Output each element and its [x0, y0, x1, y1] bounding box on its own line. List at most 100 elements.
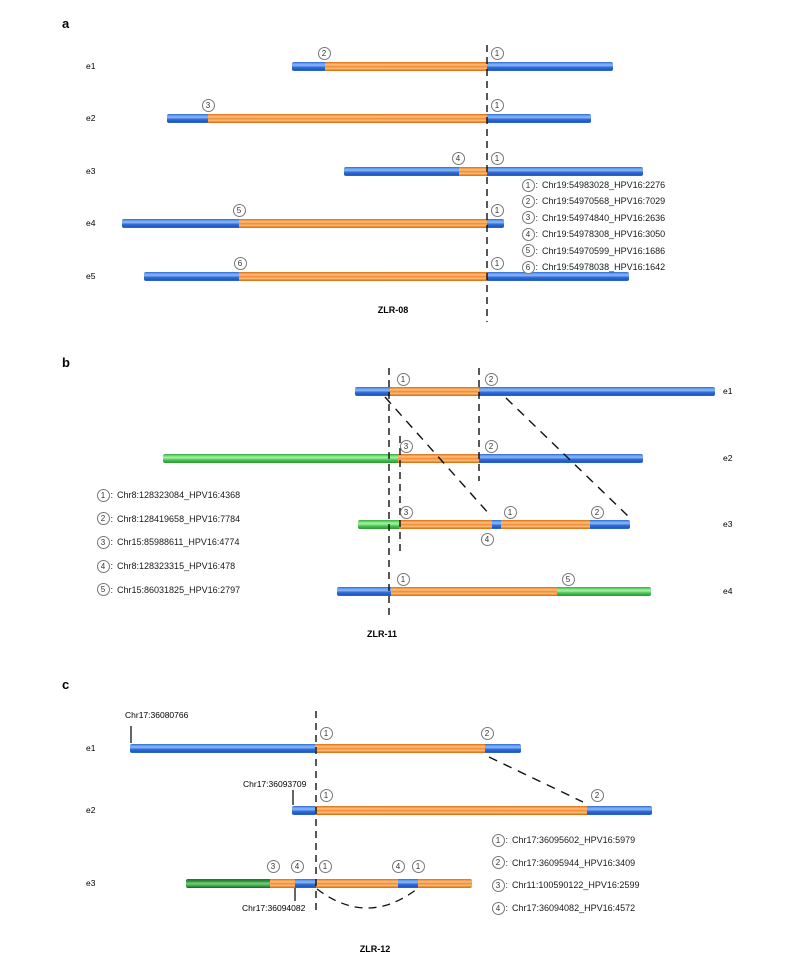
bar-segment-hpv: [316, 878, 398, 888]
junction-marker-2: 2: [317, 46, 331, 60]
legend-marker-6: 6: [521, 260, 535, 274]
legend-breakpoint-text: Chr8:128323315_HPV16:478: [117, 561, 236, 572]
legend-separator: :: [535, 212, 539, 223]
junction-marker-1: 1: [490, 151, 504, 165]
bar-segment-host-blue: [479, 453, 643, 463]
legend-separator: :: [535, 196, 539, 207]
legend-marker-5: 5: [521, 244, 535, 258]
bar-segment-hpv: [239, 218, 487, 228]
junction-marker-5: 5: [232, 203, 246, 217]
legend-item-3: 3: Chr11:100590122_HPV16:2599: [491, 878, 639, 892]
junction-marker-3: 3: [201, 98, 215, 112]
legend-breakpoint-text: Chr19:54983028_HPV16:2276: [542, 180, 666, 190]
legend-item-1: 1: Chr17:36095602_HPV16:5979: [491, 833, 635, 847]
bar-segment-hpv: [418, 878, 472, 888]
junction-marker-1: 1: [411, 859, 425, 873]
bar-segment-host-blue: [479, 386, 715, 396]
junction-marker-4: 4: [290, 859, 304, 873]
legend-item-4: 4: Chr19:54978308_HPV16:3050: [521, 227, 665, 241]
bar-segment-host-blue: [587, 805, 652, 815]
row-label-e4: e4: [86, 218, 96, 228]
row-label-e1: e1: [723, 386, 733, 396]
legend-item-1: 1: Chr19:54983028_HPV16:2276: [521, 178, 666, 192]
row-label-e2: e2: [86, 113, 96, 123]
junction-marker-2: 2: [484, 439, 498, 453]
bar-segment-hpv: [398, 453, 479, 463]
legend-breakpoint-text: Chr17:36094082_HPV16:4572: [512, 903, 636, 914]
bar-row-e3: [358, 519, 630, 529]
legend-item-5: 5: Chr15:86031825_HPV16:2797: [96, 583, 240, 597]
junction-marker-6: 6: [233, 256, 247, 270]
bar-row-e2: [163, 453, 643, 463]
junction-marker-1: 1: [318, 859, 332, 873]
junction-marker-2: 2: [484, 372, 498, 386]
legend-item-3: 3: Chr15:85988611_HPV16:4774: [96, 535, 239, 549]
row-label-e1: e1: [86, 743, 96, 753]
bar-segment-hpv: [239, 271, 487, 281]
legend-separator: :: [535, 229, 539, 240]
legend-marker-1: 1: [521, 178, 535, 192]
legend-marker-2: 2: [491, 856, 505, 870]
bar-segment-host-blue: [344, 166, 459, 176]
legend-breakpoint-text: Chr8:128323084_HPV16:4368: [117, 490, 241, 500]
legend-marker-4: 4: [521, 227, 535, 241]
bar-segment-hpv: [390, 386, 479, 396]
legend-breakpoint-text: Chr19:54970568_HPV16:7029: [542, 196, 666, 207]
legend-breakpoint-text: Chr19:54974840_HPV16:2636: [542, 212, 666, 223]
junction-dashed-arc: [316, 888, 418, 909]
bar-segment-host-blue: [487, 166, 643, 176]
legend-item-2: 2: Chr17:36095944_HPV16:3409: [491, 856, 636, 870]
bar-segment-host-blue: [130, 743, 315, 753]
bar-segment-host-blue: [590, 519, 630, 529]
bar-segment-host-blue: [144, 271, 239, 281]
junction-marker-5: 5: [561, 572, 575, 586]
bar-segment-host-blue: [337, 586, 391, 596]
legend-marker-2: 2: [96, 512, 110, 526]
bar-segment-hpv: [501, 519, 590, 529]
legend-separator: :: [505, 857, 509, 868]
legend-separator: :: [535, 180, 539, 190]
bar-row-e4: [122, 218, 504, 228]
bar-segment-hpv: [315, 805, 587, 815]
bar-segment-host-green: [557, 586, 651, 596]
legend-marker-3: 3: [96, 535, 110, 549]
legend-item-1: 1: Chr8:128323084_HPV16:4368: [96, 488, 241, 502]
bar-segment-hpv: [399, 519, 492, 529]
panel-c-letter: c: [62, 677, 70, 692]
legend-marker-1: 1: [491, 833, 505, 847]
legend-item-6: 6: Chr19:54978038_HPV16:1642: [521, 260, 665, 274]
bar-row-e3: [344, 166, 643, 176]
bar-row-e1: [292, 61, 613, 71]
bar-segment-hpv: [325, 61, 487, 71]
bar-segment-host-blue: [292, 805, 315, 815]
junction-marker-1: 1: [503, 505, 517, 519]
bar-segment-hpv: [315, 743, 485, 753]
junction-marker-4: 4: [480, 532, 494, 546]
junction-marker-2: 2: [590, 505, 604, 519]
bar-row-e2: [292, 805, 652, 815]
legend-breakpoint-text: Chr8:128419658_HPV16:7784: [117, 513, 241, 524]
panel-b-letter: b: [62, 355, 70, 370]
sample-name-zlr-11: ZLR-11: [366, 629, 397, 639]
legend-separator: :: [110, 561, 114, 572]
legend-separator: :: [505, 903, 509, 914]
legend-separator: :: [535, 245, 539, 256]
junction-marker-4: 4: [451, 151, 465, 165]
row-label-e2: e2: [86, 805, 96, 815]
row-label-e5: e5: [86, 271, 96, 281]
bar-segment-host-blue: [487, 271, 629, 281]
legend-separator: :: [505, 835, 509, 845]
legend-breakpoint-text: Chr17:36095944_HPV16:3409: [512, 857, 636, 868]
legend-separator: :: [110, 584, 114, 595]
junction-marker-1: 1: [319, 726, 333, 740]
bar-segment-host-blue: [167, 113, 208, 123]
breakpoint-annotation: Chr17:36093709: [243, 779, 307, 789]
bar-segment-host-blue: [487, 218, 504, 228]
legend-item-2: 2: Chr19:54970568_HPV16:7029: [521, 194, 666, 208]
junction-marker-1: 1: [490, 203, 504, 217]
junction-marker-1: 1: [319, 788, 333, 802]
legend-marker-5: 5: [96, 583, 110, 597]
legend-breakpoint-text: Chr19:54970599_HPV16:1686: [542, 245, 666, 256]
